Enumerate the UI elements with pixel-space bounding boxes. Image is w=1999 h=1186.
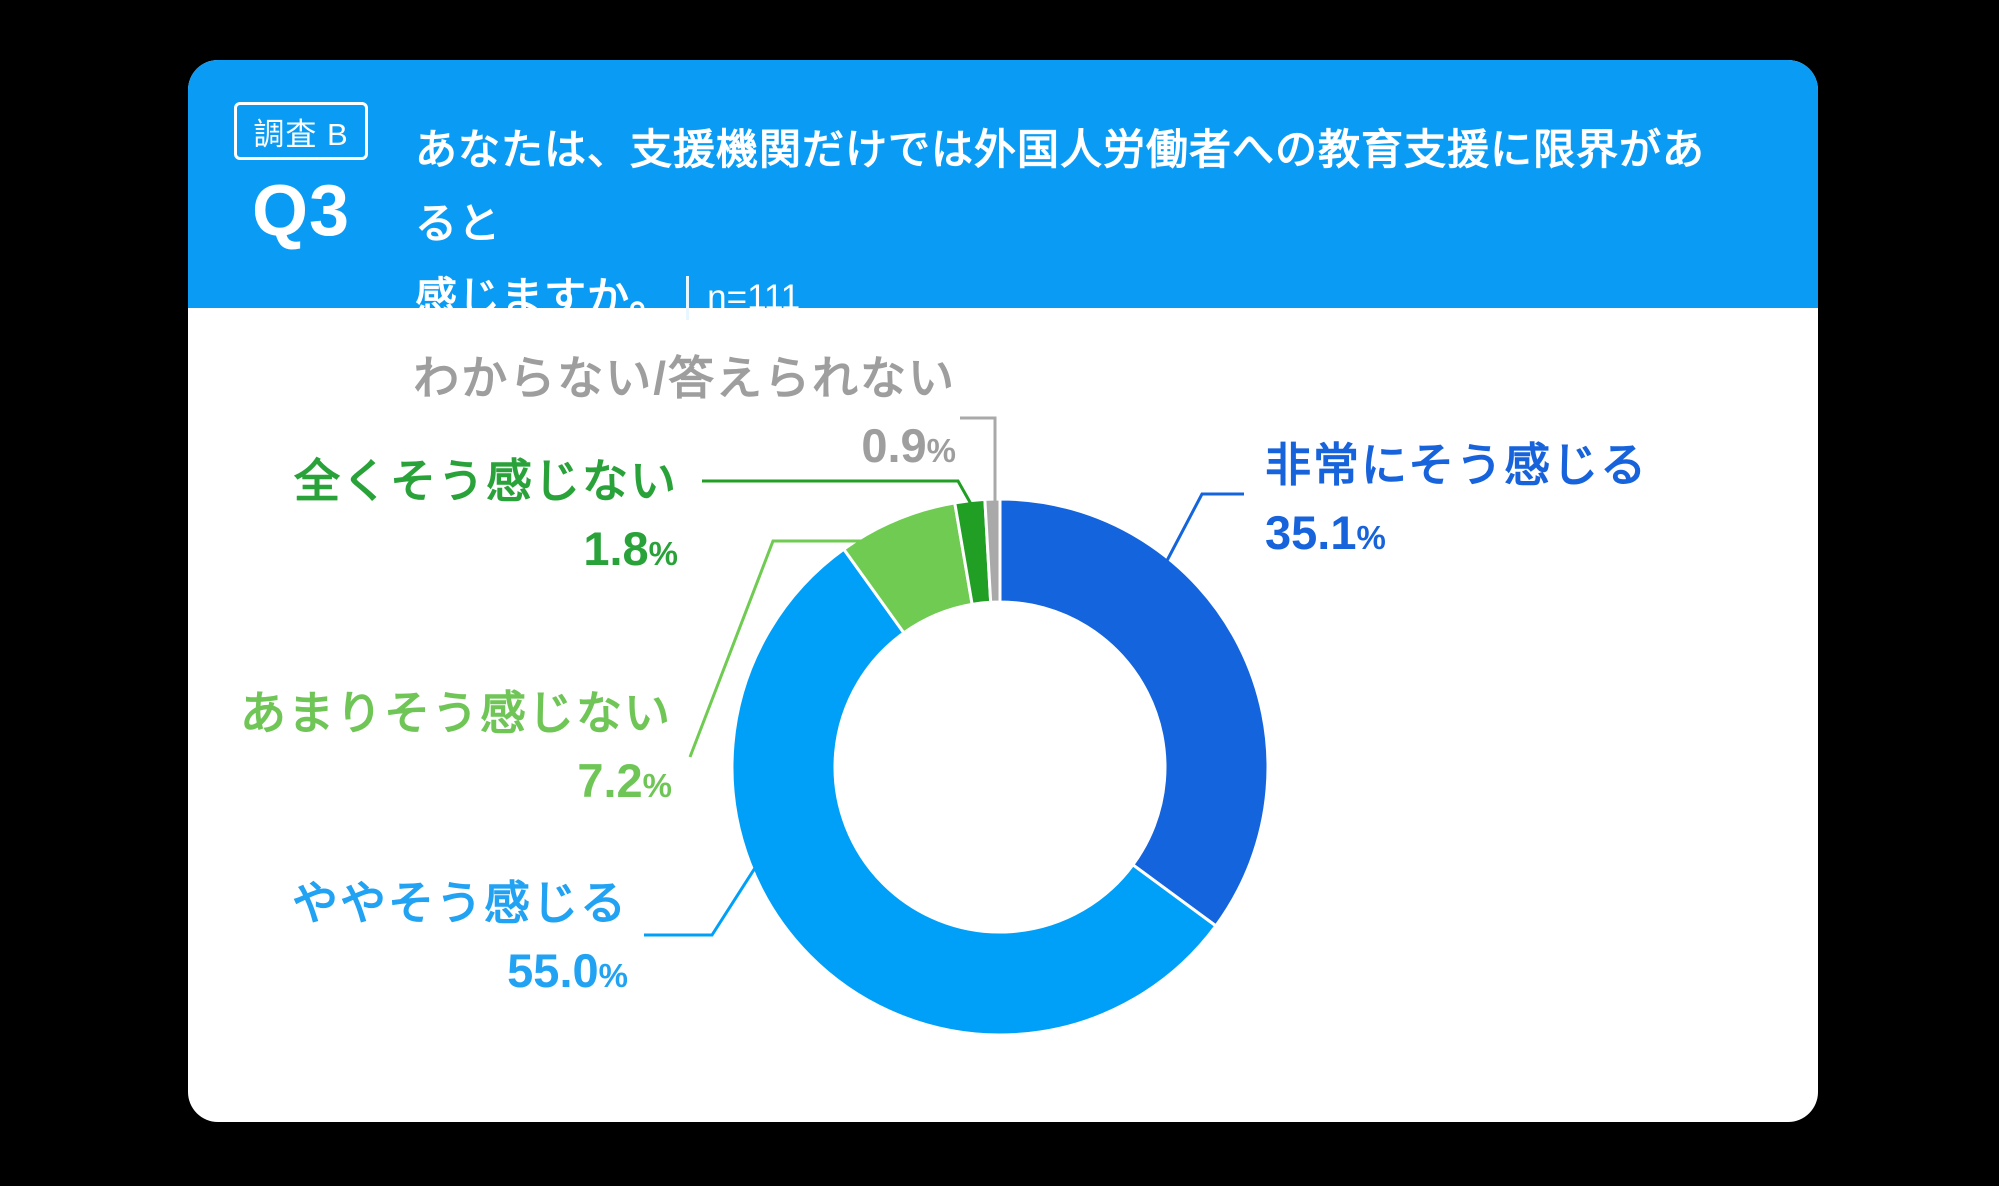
percent-sign: %: [642, 766, 672, 804]
percent-sign: %: [1356, 518, 1386, 556]
slice-value: 1.8%: [583, 521, 678, 575]
question-number: Q3: [251, 171, 351, 251]
slice-label: 全くそう感じない: [294, 455, 678, 507]
survey-badge-label: 調査 B: [253, 116, 349, 152]
slice-label: あまりそう感じない: [240, 687, 672, 739]
donut-slice-0: [998, 497, 1270, 928]
leader-line-0: [1159, 492, 1244, 573]
donut-slice-1: [730, 547, 1218, 1037]
percent-sign: %: [598, 956, 628, 994]
slice-callout-4: わからない/答えられない 0.9%: [413, 353, 956, 471]
slice-callout-1: ややそう感じる 55.0%: [292, 878, 628, 996]
leader-line-3: [702, 479, 973, 505]
donut-chart: [644, 416, 1270, 1037]
sample-size: n=111: [707, 278, 801, 317]
slice-value: 7.2%: [577, 753, 672, 807]
survey-badge: 調査 B: [234, 102, 368, 160]
leader-line-2: [688, 539, 865, 758]
slice-callout-2: あまりそう感じない 7.2%: [240, 688, 672, 806]
survey-card: 調査 B Q3 あなたは、支援機関だけでは外国人労働者への教育支援に限界があると…: [188, 60, 1818, 1122]
slice-label: 非常にそう感じる: [1265, 439, 1649, 491]
sample-size-divider: [686, 276, 690, 320]
percent-sign: %: [926, 431, 956, 469]
question-line2: 感じますか。 n=111: [415, 261, 1715, 335]
leader-line-1: [644, 856, 764, 937]
slice-label: ややそう感じる: [292, 877, 628, 929]
question-line1: あなたは、支援機関だけでは外国人労働者への教育支援に限界があると: [415, 126, 1706, 247]
donut-slice-4: [983, 497, 1002, 604]
question-line2-text: 感じますか。: [415, 274, 673, 321]
slice-callout-3: 全くそう感じない 1.8%: [294, 456, 678, 574]
slice-callout-0: 非常にそう感じる 35.1%: [1265, 440, 1648, 558]
question-text: あなたは、支援機関だけでは外国人労働者への教育支援に限界があると 感じますか。 …: [415, 113, 1715, 335]
donut-chart-area: 非常にそう感じる 35.1% ややそう感じる 55.0% あまりそう感じない 7.2% 全く…: [188, 308, 1818, 1122]
percent-sign: %: [648, 534, 678, 572]
slice-value: 55.0%: [507, 943, 628, 997]
slice-label: わからない/答えられない: [413, 352, 956, 404]
slice-value: 0.9%: [861, 418, 956, 472]
slice-value: 35.1%: [1265, 505, 1386, 559]
card-header: 調査 B Q3 あなたは、支援機関だけでは外国人労働者への教育支援に限界があると…: [188, 60, 1818, 321]
leader-line-4: [960, 416, 997, 501]
